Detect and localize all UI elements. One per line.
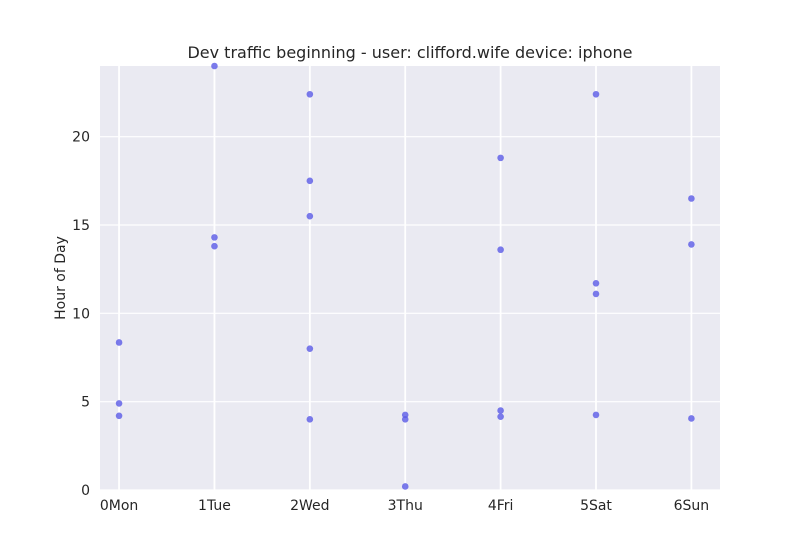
scatter-point [115,339,123,346]
scatter-point [401,416,409,423]
scatter-point [497,154,504,162]
x-tick-label: 5Sat [580,498,612,514]
scatter-point [497,413,504,420]
y-tick-label: 20 [72,130,90,146]
x-tick-label: 2Wed [290,498,329,514]
scatter-point [115,412,123,420]
x-tick-label: 4Fri [488,498,514,514]
scatter-point [306,416,314,423]
scatter-point [306,345,314,352]
scatter-point [211,234,218,241]
scatter-point [592,411,600,419]
scatter-point [688,415,695,422]
scatter-point [211,62,218,70]
x-tick-label: 6Sun [674,498,710,514]
scatter-point [401,483,409,490]
data-points [115,62,695,490]
scatter-point [688,241,695,248]
y-tick-label: 10 [72,306,90,322]
x-tick-label: 0Mon [100,498,138,514]
scatter-point [592,280,600,287]
x-tick-labels: 0Mon 1Tue 2Wed 3Thu 4Fri 5Sat 6Sun [100,498,709,514]
scatter-point [115,400,123,407]
y-tick-label: 0 [81,483,90,499]
scatter-point [688,195,695,202]
scatter-point [497,407,504,414]
x-tick-label: 3Thu [388,498,423,514]
y-tick-label: 5 [81,395,90,411]
scatter-point [211,242,218,250]
plot-background [100,66,720,490]
scatter-point [497,246,504,254]
x-tick-label: 1Tue [198,498,231,514]
y-tick-labels: 0 5 10 15 20 [72,130,90,499]
y-axis-label: Hour of Day [53,236,69,320]
scatter-point [592,290,600,298]
scatter-point [306,90,314,98]
y-tick-label: 15 [72,218,90,234]
chart-title: Dev traffic beginning - user: clifford.w… [187,43,632,62]
scatter-point [306,177,314,185]
scatter-point [306,212,314,220]
scatter-point [592,90,600,98]
